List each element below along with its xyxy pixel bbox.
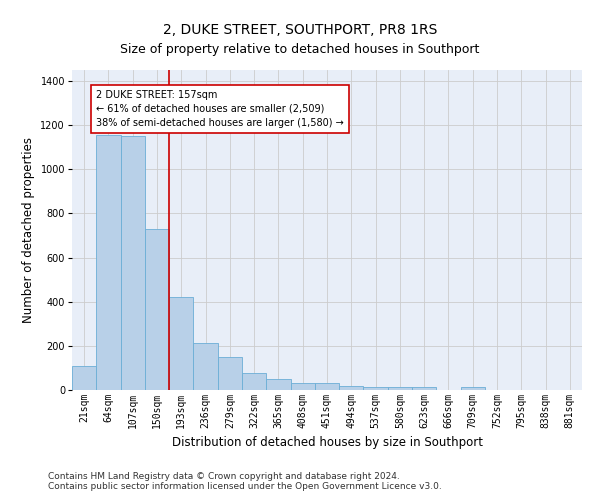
Bar xyxy=(242,374,266,390)
Bar xyxy=(388,386,412,390)
Bar xyxy=(412,387,436,390)
Text: 2, DUKE STREET, SOUTHPORT, PR8 1RS: 2, DUKE STREET, SOUTHPORT, PR8 1RS xyxy=(163,22,437,36)
Bar xyxy=(290,383,315,390)
Bar xyxy=(145,229,169,390)
Bar xyxy=(169,298,193,390)
Bar xyxy=(193,342,218,390)
Bar xyxy=(461,387,485,390)
Bar xyxy=(218,357,242,390)
Bar xyxy=(339,386,364,390)
Text: Contains HM Land Registry data © Crown copyright and database right 2024.: Contains HM Land Registry data © Crown c… xyxy=(48,472,400,481)
Bar xyxy=(364,386,388,390)
Bar xyxy=(96,135,121,390)
Text: Contains public sector information licensed under the Open Government Licence v3: Contains public sector information licen… xyxy=(48,482,442,491)
X-axis label: Distribution of detached houses by size in Southport: Distribution of detached houses by size … xyxy=(172,436,482,450)
Y-axis label: Number of detached properties: Number of detached properties xyxy=(22,137,35,323)
Bar xyxy=(266,379,290,390)
Text: Size of property relative to detached houses in Southport: Size of property relative to detached ho… xyxy=(121,42,479,56)
Bar xyxy=(72,366,96,390)
Bar xyxy=(121,136,145,390)
Bar xyxy=(315,384,339,390)
Text: 2 DUKE STREET: 157sqm
← 61% of detached houses are smaller (2,509)
38% of semi-d: 2 DUKE STREET: 157sqm ← 61% of detached … xyxy=(96,90,344,128)
